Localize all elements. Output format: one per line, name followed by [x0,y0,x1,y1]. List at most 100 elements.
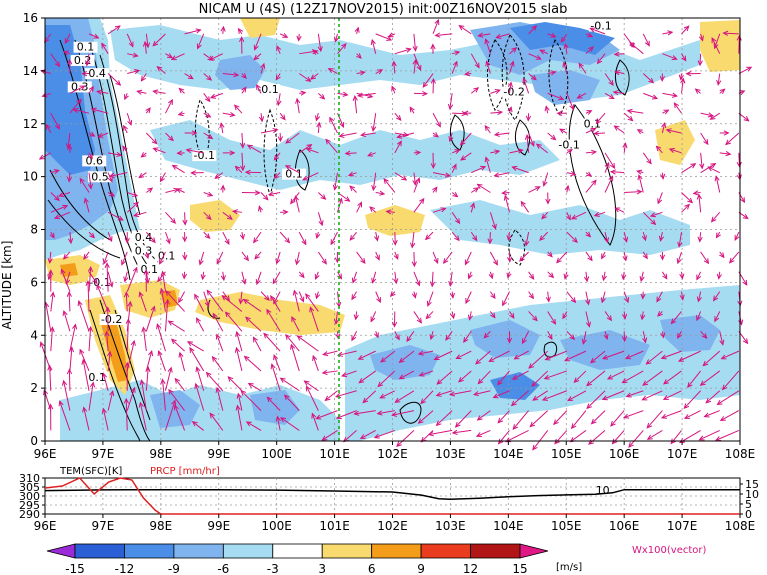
wind-vector [88,85,94,94]
contour-label-bg [88,171,113,183]
wind-vector [165,211,177,224]
wind-vector [432,112,441,128]
wind-vector [349,185,357,193]
wind-vector [679,291,685,301]
wind-vector [448,390,472,397]
colorbar-tick-label: 15 [512,562,527,575]
wind-vector [411,251,417,268]
wind-vector [621,271,627,281]
wind-vector [65,271,71,285]
wind-vector [429,271,436,288]
wind-vector [519,251,529,262]
wind-vector [285,333,300,352]
wind-vector [528,53,542,60]
series-line-tem [44,488,740,500]
surface-right-tick-label: 15 [745,478,759,491]
wind-vector [39,341,52,372]
wind-vector [165,290,185,312]
wind-vector [324,390,338,402]
wind-vector [542,172,549,187]
wind-vector [245,316,262,332]
wind-vector [432,207,447,213]
wind-vector [622,251,628,262]
wind-vector [273,172,281,179]
wind-vector [394,112,402,121]
wind-vector [260,62,266,74]
wind-vector [629,41,644,55]
wind-vector [66,172,73,183]
wind-vector [203,93,211,103]
wind-vector [58,400,71,431]
contour-label: 0.5 [91,170,109,183]
wind-vector [623,291,630,304]
wind-vector [87,152,93,160]
shade-top-blue-1 [215,55,265,90]
contour-label-bg [282,168,307,180]
wind-vector [375,69,384,75]
wind-vector [636,169,644,175]
wind-vector [622,142,628,153]
wind-vector [716,390,740,406]
wind-vector [564,184,570,193]
wind-vector [394,47,412,55]
colorbar-swatch [470,543,521,559]
surface-x-tick-label: 98E [149,519,172,533]
wind-vector [254,251,262,260]
wind-vector [621,331,628,343]
wind-vector [273,354,281,372]
wind-vector [678,73,684,81]
contour-labels: 0.10.20.40.30.60.50.40.3 0.10.1-0.1-0.20.… [67,20,613,384]
vector-label: Wx100(vector) [632,545,707,556]
wind-vector [528,132,535,147]
wind-vector [394,140,402,154]
wind-vector [417,350,434,356]
wind-vector [662,390,682,400]
wind-vector [646,429,663,440]
wind-vector [356,53,362,59]
wind-vector [509,47,518,55]
wind-vector [145,231,156,244]
wind-vector [590,410,606,425]
x-tick-label: 96E [34,447,57,461]
contour-label-bg [73,41,98,53]
wind-vector [267,191,281,197]
wind-vector [547,331,553,341]
wind-vector [325,138,338,154]
wind-vector [266,396,281,411]
wind-vector [164,366,173,391]
wind-vector [235,404,243,431]
contour-label: -0.2 [503,86,524,99]
wind-vector [528,186,541,193]
wind-vector [566,231,578,243]
wind-vector [442,251,453,265]
wind-vector [272,271,281,285]
wind-vector [604,92,615,100]
wind-vector [535,143,549,154]
wind-vector [585,149,598,155]
wind-vector [305,147,319,154]
wind-vector [383,178,396,193]
wind-vector [662,109,670,115]
wind-vector [539,231,549,242]
wind-vector [69,98,82,114]
wind-vector [138,172,147,179]
wind-vector [610,169,625,175]
wind-vector [333,311,340,325]
wind-vector [222,72,240,78]
wind-vector [260,192,269,201]
wind-vector [107,271,114,288]
wind-vector [489,311,496,319]
wind-vector [662,370,682,385]
wind-vector [505,429,529,443]
wind-vector [396,132,415,139]
wind-vector [222,111,236,118]
surface-x-tick-label: 102E [377,519,408,533]
wind-vector [643,92,659,100]
wind-vector [470,202,476,213]
wind-vector [694,88,701,94]
wind-vector [585,32,594,38]
wind-vector [495,33,510,39]
contour-label: 0.3 [135,244,153,257]
contour-label: 0.4 [88,67,106,80]
shade-low-blue-2 [470,320,540,358]
